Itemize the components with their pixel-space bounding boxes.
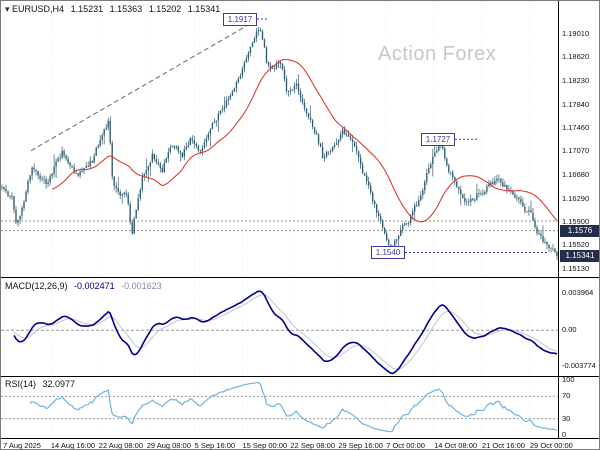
time-axis-label: 29 Oct 00:00 bbox=[529, 441, 573, 450]
rsi-line bbox=[29, 381, 558, 433]
rsi-axis-label: 70 bbox=[562, 391, 571, 401]
price-axis-label: 1.16680 bbox=[562, 169, 590, 179]
macd-main-value: -0.002471 bbox=[74, 281, 115, 291]
price-annotation: 1.1540 bbox=[371, 246, 405, 259]
symbol-icon: ▾ bbox=[5, 4, 10, 14]
macd-label: MACD(12,26,9) bbox=[5, 281, 68, 291]
time-axis-label: 14 Oct 08:00 bbox=[434, 441, 478, 450]
grid-lines bbox=[2, 278, 531, 376]
price-axis-label: 1.16290 bbox=[562, 193, 590, 203]
price-axis-label: 1.18230 bbox=[562, 76, 590, 85]
macd-header: MACD(12,26,9) -0.002471 -0.001623 bbox=[5, 281, 162, 291]
macd-main-line bbox=[13, 290, 558, 375]
price-axis-label: 1.15900 bbox=[562, 217, 590, 227]
time-axis-label: 15 Sep 00:00 bbox=[242, 441, 288, 450]
annotation-lines bbox=[257, 18, 549, 253]
price-axis-flag: 1.15341 bbox=[560, 250, 599, 262]
price-axis-label: 1.17840 bbox=[562, 99, 590, 109]
time-axis-label: 29 Aug 08:00 bbox=[146, 441, 191, 450]
price-axis-label: 1.15520 bbox=[562, 240, 590, 250]
moving-average-line bbox=[51, 58, 558, 223]
grid-lines bbox=[2, 377, 531, 438]
macd-axis-label: 0.003964 bbox=[562, 287, 594, 297]
time-axis-label: 22 Aug 08:00 bbox=[98, 441, 144, 450]
main-price-chart[interactable] bbox=[1, 1, 558, 277]
time-axis-label: 7 Aug 2025 bbox=[3, 441, 41, 450]
trend-line bbox=[30, 19, 258, 152]
open-value: 1.15231 bbox=[70, 4, 104, 14]
rsi-header: RSI(14) 32.0977 bbox=[5, 379, 75, 389]
macd-axis-label: 0.00 bbox=[562, 325, 577, 335]
time-axis-label: 21 Oct 16:00 bbox=[482, 441, 525, 450]
macd-axis-label: -0.003774 bbox=[562, 361, 596, 371]
macd-signal-value: -0.001623 bbox=[121, 281, 162, 291]
time-axis-label: 5 Sep 16:00 bbox=[194, 441, 236, 450]
time-axis-label: 7 Oct 00:00 bbox=[386, 441, 425, 450]
watermark: Action Forex bbox=[378, 43, 497, 65]
price-axis[interactable]: 1.19010 1.18620 1.18230 1.17840 1.17460 1.170… bbox=[558, 1, 599, 440]
panel-separator bbox=[1, 438, 599, 439]
rsi-level-lines bbox=[1, 395, 558, 420]
time-axis-label: 22 Sep 08:00 bbox=[290, 441, 336, 450]
price-annotation: 1.1727 bbox=[421, 132, 455, 146]
symbol-timeframe: EURUSD,H4 bbox=[12, 4, 65, 14]
time-axis-label: 29 Sep 16:00 bbox=[338, 441, 383, 450]
price-axis-label: 1.15130 bbox=[562, 263, 590, 273]
high-value: 1.15363 bbox=[109, 4, 143, 14]
price-axis-flag: 1.1576 bbox=[560, 224, 599, 237]
rsi-axis-label: 30 bbox=[562, 413, 571, 423]
price-axis-label: 1.18620 bbox=[562, 52, 590, 62]
rsi-value: 32.0977 bbox=[42, 379, 76, 389]
ohlc-header: ▾ EURUSD,H4 1.15231 1.15363 1.15202 1.15… bbox=[5, 4, 220, 15]
support-lines bbox=[1, 220, 558, 232]
rsi-label: RSI(14) bbox=[5, 379, 37, 389]
panel-separator bbox=[1, 376, 599, 377]
panel-separator bbox=[1, 277, 599, 278]
rsi-axis-label: 0 bbox=[562, 430, 567, 440]
rsi-panel[interactable] bbox=[1, 377, 558, 438]
time-axis[interactable]: 7 Aug 2025 14 Aug 16:00 22 Aug 08:00 29 Aug… bbox=[1, 439, 599, 450]
price-annotation: 1.1917 bbox=[223, 12, 257, 26]
macd-signal-line bbox=[13, 294, 558, 370]
time-axis-label: 14 Aug 16:00 bbox=[50, 441, 96, 450]
price-axis-label: 1.19010 bbox=[562, 28, 590, 38]
rsi-axis-label: 100 bbox=[562, 374, 575, 384]
price-axis-label: 1.17460 bbox=[562, 122, 590, 132]
macd-panel[interactable] bbox=[1, 278, 558, 376]
close-value: 1.15341 bbox=[187, 4, 221, 14]
price-axis-label: 1.17070 bbox=[562, 146, 590, 156]
low-value: 1.15202 bbox=[148, 4, 182, 14]
